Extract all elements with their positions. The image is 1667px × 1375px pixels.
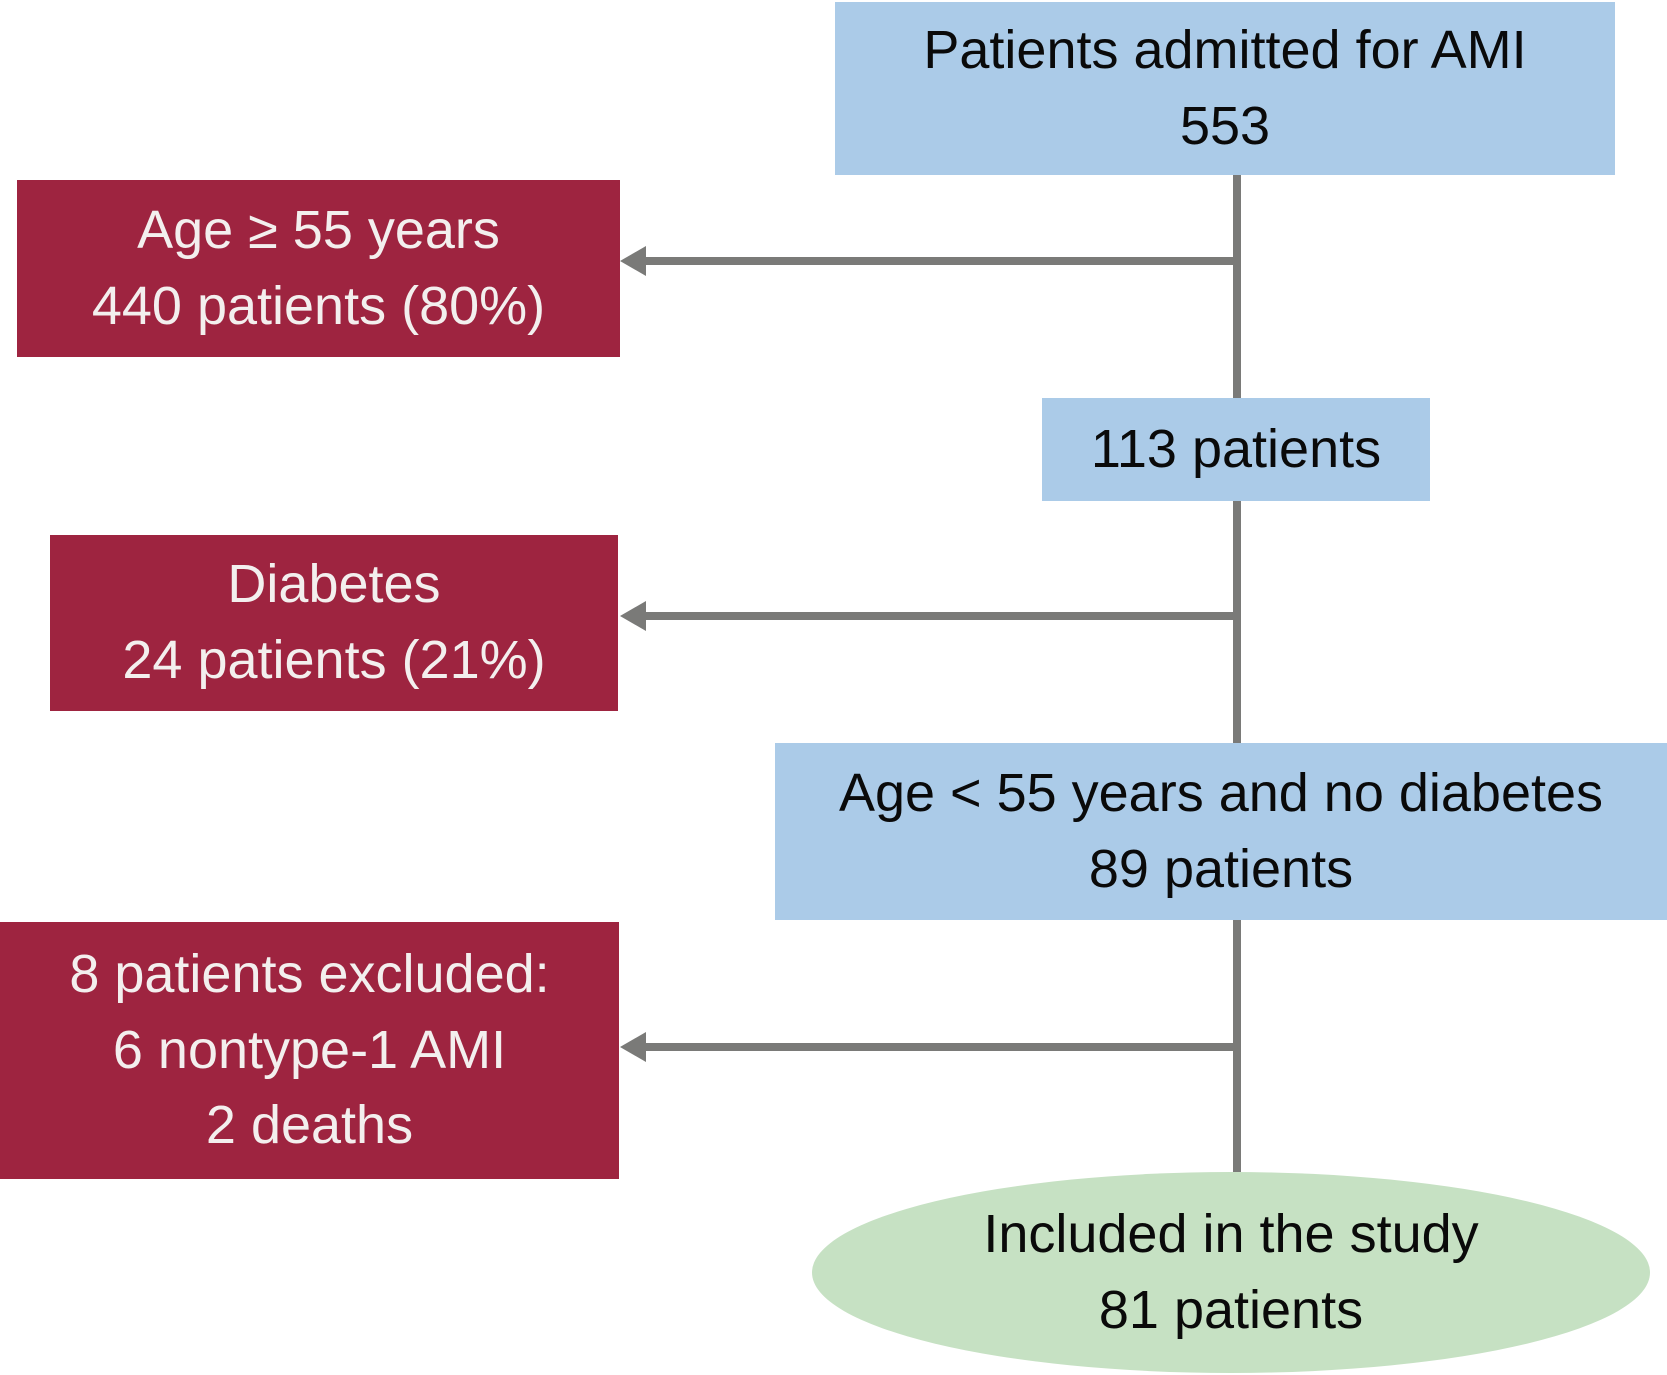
node-age-excluded-label: Age ≥ 55 years [137,199,500,260]
node-admitted: Patients admitted for AMI 553 [835,2,1615,175]
arrowhead-left-icon [620,246,646,276]
node-age-under-55: Age < 55 years and no diabetes 89 patien… [775,743,1667,920]
arrowhead-left-icon [620,601,646,631]
node-patients-excluded-reason-1: 6 nontype-1 AMI [112,1019,507,1080]
arrow-shaft [646,612,1241,620]
node-113-patients-label: 113 patients [1090,418,1382,479]
node-included-label: Included in the study [983,1203,1479,1264]
arrow-shaft [646,257,1241,265]
arrow-diabetes-excluded [620,601,1241,631]
node-age-under-55-label: Age < 55 years and no diabetes [838,762,1604,823]
node-included-count: 81 patients [1098,1279,1364,1340]
vertical-flow-line [1233,170,1241,1172]
arrow-age-excluded [620,246,1241,276]
node-age-excluded-count: 440 patients (80%) [91,275,546,336]
node-diabetes-excluded: Diabetes 24 patients (21%) [50,535,618,711]
node-admitted-label: Patients admitted for AMI [923,19,1527,80]
node-age-under-55-count: 89 patients [1088,838,1354,899]
arrow-patients-excluded [620,1032,1241,1062]
node-patients-excluded-label: 8 patients excluded: [69,944,550,1005]
node-diabetes-excluded-label: Diabetes [227,554,441,615]
node-diabetes-excluded-count: 24 patients (21%) [122,630,546,690]
node-patients-excluded-reason-2: 2 deaths [205,1095,414,1156]
node-age-excluded: Age ≥ 55 years 440 patients (80%) [17,180,620,357]
node-admitted-count: 553 [1179,95,1271,156]
node-patients-excluded: 8 patients excluded: 6 nontype-1 AMI 2 d… [0,922,619,1179]
arrowhead-left-icon [620,1032,646,1062]
node-included: Included in the study 81 patients [812,1172,1650,1373]
node-113-patients: 113 patients [1042,398,1430,501]
arrow-shaft [646,1043,1241,1051]
